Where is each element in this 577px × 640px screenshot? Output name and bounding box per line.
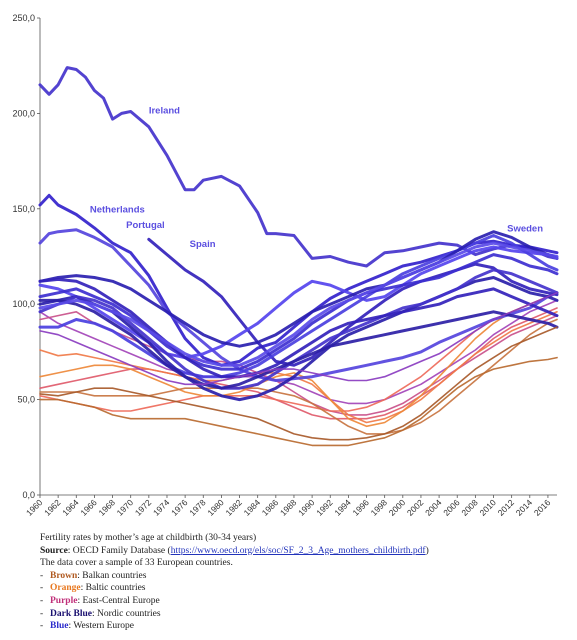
series-line-ireland	[38, 66, 559, 268]
x-tick-label: 1988	[278, 497, 299, 518]
y-tick-label: 50,0	[17, 395, 35, 405]
series-line	[39, 318, 558, 435]
chart-caption-title: Fertility rates by mother’s age at child…	[40, 533, 257, 543]
legend-item: - Blue: Western Europe	[40, 621, 135, 632]
x-tick-label: 1964	[60, 497, 81, 518]
series-line	[38, 230, 559, 348]
x-tick-label: 2014	[514, 497, 535, 518]
x-tick-label: 1990	[296, 497, 317, 518]
x-tick-label: 1980	[205, 497, 226, 518]
series-label-spain: Spain	[190, 239, 216, 250]
source-end: )	[425, 545, 429, 556]
legend-desc: : Western Europe	[68, 621, 135, 632]
series-line	[39, 292, 558, 386]
fertility-chart: 0,050,0100,0150,0200,0250,01960196219641…	[12, 13, 559, 518]
x-tick-label: 1966	[78, 497, 99, 518]
series-line	[39, 311, 558, 416]
series-label-ireland: Ireland	[149, 105, 180, 116]
chart-series-labels: Ireland Netherlands Portugal Spain Sweden	[90, 105, 543, 250]
legend-item: - Dark Blue: Nordic countries	[40, 608, 161, 619]
series-label-netherlands: Netherlands	[90, 205, 145, 216]
x-tick-label: 2012	[496, 497, 517, 518]
series-line	[38, 268, 559, 390]
y-tick-label: 100,0	[12, 299, 35, 309]
y-tick-label: 150,0	[12, 204, 35, 214]
x-tick-label: 2010	[477, 497, 498, 518]
legend-key: Dark Blue	[50, 608, 92, 619]
y-tick-label: 250,0	[12, 13, 35, 23]
x-tick-label: 2004	[423, 497, 444, 518]
y-tick-label: 200,0	[12, 108, 35, 118]
x-tick-label: 1972	[133, 497, 154, 518]
series-line-portugal	[38, 228, 559, 382]
legend-desc: : Baltic countries	[80, 583, 146, 594]
x-tick-label: 2002	[405, 497, 426, 518]
series-line	[38, 298, 559, 390]
x-tick-label: 1968	[97, 497, 118, 518]
legend-key: Brown	[50, 570, 78, 581]
x-tick-label: 1982	[224, 497, 245, 518]
x-tick-label: 1976	[169, 497, 190, 518]
series-label-portugal: Portugal	[126, 220, 165, 231]
color-legend: - Brown: Balkan countries - Orange: Baltic …	[40, 570, 560, 633]
series-line	[38, 277, 559, 379]
series-line-sweden	[38, 245, 559, 360]
x-tick-label: 2000	[387, 497, 408, 518]
x-tick-label: 1998	[369, 497, 390, 518]
series-line	[39, 326, 558, 441]
x-tick-label: 1974	[151, 497, 172, 518]
series-line	[39, 356, 558, 447]
x-tick-label: 1986	[260, 497, 281, 518]
legend-item: - Orange: Baltic countries	[40, 583, 146, 594]
x-tick-label: 2006	[441, 497, 462, 518]
x-tick-label: 1978	[187, 497, 208, 518]
legend-desc: : Nordic countries	[91, 608, 161, 619]
y-tick-label: 0,0	[22, 490, 35, 500]
chart-notes: Fertility rates by mother’s age at child…	[40, 532, 560, 633]
chart-series	[38, 66, 559, 447]
x-tick-label: 1992	[314, 497, 335, 518]
x-tick-label: 1970	[115, 497, 136, 518]
x-tick-label: 1960	[24, 497, 45, 518]
legend-key: Purple	[50, 595, 78, 606]
x-tick-label: 2016	[532, 497, 553, 518]
series-line	[38, 253, 559, 371]
legend-key: Orange	[50, 583, 81, 594]
legend-key: Blue	[50, 621, 69, 632]
series-line	[38, 276, 559, 402]
x-tick-label: 1984	[242, 497, 263, 518]
series-line	[38, 241, 559, 367]
sample-note: The data cover a sample of 33 European c…	[40, 558, 233, 569]
x-tick-label: 1994	[332, 497, 353, 518]
x-tick-label: 1962	[42, 497, 63, 518]
chart-source: Source: OECD Family Database (https://ww…	[40, 545, 560, 558]
legend-item: - Purple: East-Central Europe	[40, 595, 160, 606]
x-tick-label: 1996	[350, 497, 371, 518]
legend-item: - Brown: Balkan countries	[40, 570, 147, 581]
legend-desc: : East-Central Europe	[77, 595, 160, 606]
series-label-sweden: Sweden	[507, 224, 543, 235]
x-tick-label: 2008	[459, 497, 480, 518]
source-label: Source	[40, 545, 68, 556]
source-link[interactable]: https://www.oecd.org/els/soc/SF_2_3_Age_…	[170, 545, 426, 556]
series-line	[38, 234, 559, 379]
legend-desc: : Balkan countries	[77, 570, 147, 581]
source-text: : OECD Family Database (	[67, 545, 171, 556]
series-line	[39, 299, 558, 405]
